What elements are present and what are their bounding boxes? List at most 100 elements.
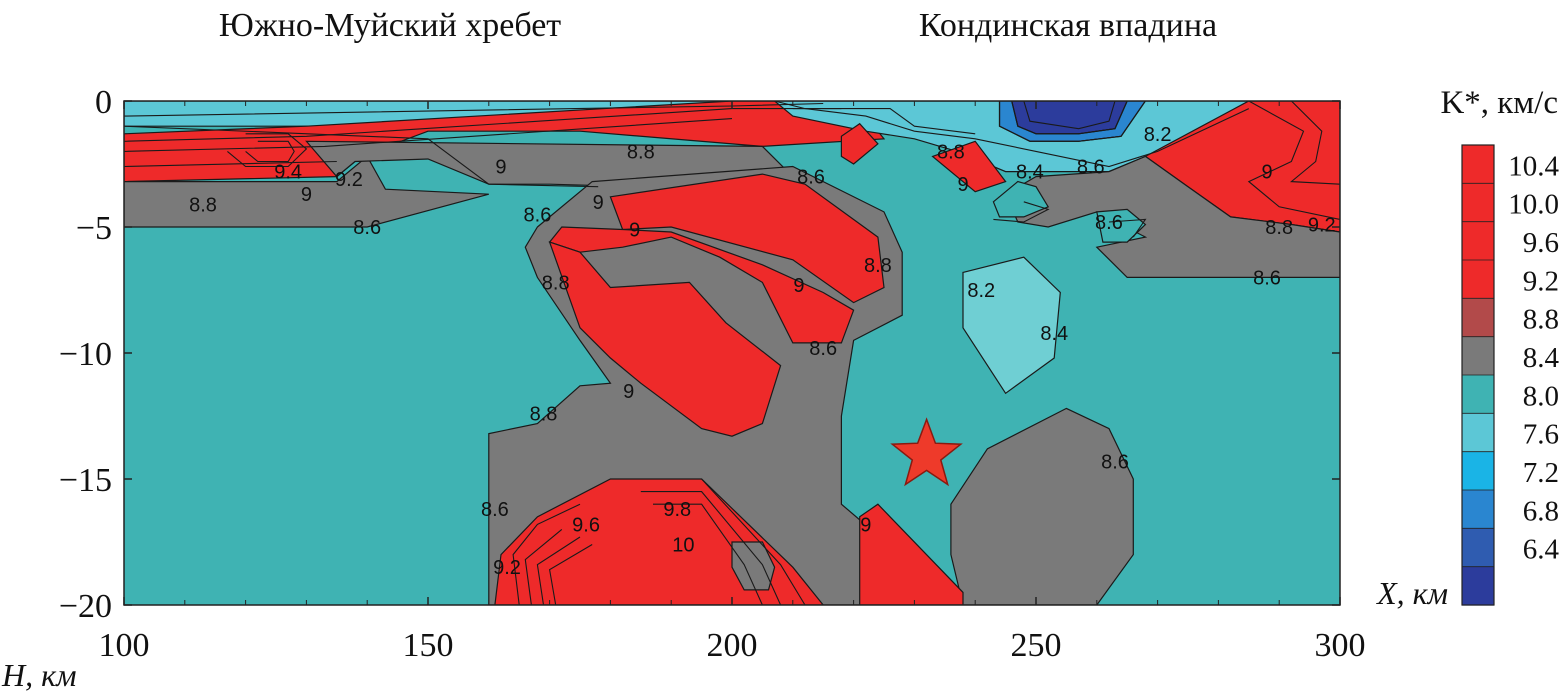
colorbar-label-10: 6.4	[1523, 534, 1560, 566]
y-tick-label-1: −5	[76, 210, 112, 247]
isoline-22	[1108, 218, 1147, 238]
contour-label-2: 9	[301, 184, 312, 206]
contour-label-1: 9.2	[335, 169, 363, 191]
contour-region-11	[931, 140, 1007, 193]
colorbar-swatch-6	[1462, 375, 1494, 414]
colorbar-swatch-2	[1462, 221, 1494, 261]
contour-label-19: 9.8	[663, 499, 691, 521]
colorbar-label-1: 10.0	[1508, 189, 1559, 221]
x-tick-label-1: 150	[403, 627, 454, 664]
contour-label-8: 8.6	[797, 167, 825, 189]
contour-label-28: 9	[1261, 162, 1272, 184]
contour-label-24: 9	[957, 174, 968, 196]
contour-label-3: 8.8	[189, 194, 217, 216]
contour-label-0: 9.4	[274, 162, 302, 184]
top-label-right: Кондинская впадина	[919, 7, 1217, 44]
colorbar-label-2: 9.6	[1523, 227, 1559, 259]
colorbar-swatch-8	[1462, 451, 1494, 491]
colorbar-label-0: 10.4	[1508, 150, 1559, 182]
contour-label-30: 8.8	[1265, 217, 1293, 239]
contour-label-15: 9	[623, 381, 634, 403]
isoline-3	[227, 133, 308, 168]
contour-label-11: 8.8	[542, 272, 570, 294]
contour-label-12: 8.8	[864, 255, 892, 277]
contour-label-34: 8.4	[1040, 323, 1068, 345]
contour-label-5: 9	[495, 157, 506, 179]
colorbar: 10.4 10.0 9.6 9.2 8.8 8.4 8.0 7.6 7.2 6.8 6.4	[1461, 144, 1560, 606]
x-axis-label: X, км	[1375, 575, 1448, 611]
colorbar-label-3: 9.2	[1523, 265, 1559, 297]
isoline-2	[124, 160, 337, 168]
colorbar-label-5: 8.4	[1523, 342, 1560, 374]
isoline-17	[512, 503, 581, 605]
contour-label-32: 8.6	[1253, 267, 1281, 289]
contour-region-17	[548, 226, 855, 344]
isoline-19	[536, 536, 581, 605]
top-label-left: Южно-Муйский хребет	[219, 7, 561, 44]
colorbar-title: K*, км/с	[1440, 85, 1558, 121]
isoline-15	[640, 491, 782, 605]
x-tick-label-3: 250	[1011, 627, 1062, 664]
contour-region-21	[731, 541, 776, 591]
isoline-12	[1289, 101, 1340, 185]
isoline-5	[124, 125, 599, 188]
colorbar-swatch-1	[1462, 183, 1494, 223]
y-tick-label-2: −10	[59, 336, 112, 373]
contour-region-20	[859, 503, 964, 605]
colorbar-label-7: 7.6	[1523, 419, 1559, 451]
isoline-7	[774, 101, 1250, 168]
colorbar-label-8: 7.2	[1523, 457, 1559, 489]
contour-label-17: 8.6	[481, 499, 509, 521]
contour-region-2	[124, 155, 489, 228]
y-tick-label-4: −20	[59, 588, 112, 625]
isoline-9	[1011, 101, 1128, 135]
colorbar-swatch-7	[1462, 413, 1494, 453]
contour-region-16	[609, 173, 885, 304]
isoline-16	[653, 503, 763, 605]
x-tick-label-2: 200	[707, 627, 758, 664]
contour-label-7: 8.6	[524, 204, 552, 226]
contour-region-9	[992, 180, 1050, 218]
contour-region-18	[548, 241, 782, 437]
colorbar-swatch-9	[1462, 490, 1494, 529]
contour-label-26: 8.6	[1077, 157, 1105, 179]
colorbar-swatch-5	[1462, 336, 1494, 376]
isoline-20	[548, 544, 593, 605]
contour-labels: 9.4 9.2 9 8.8 8.6 9 8.8 8.6 8.6 9 9 8.8 8.8 9 8.6 9 8.8 8…	[189, 124, 1336, 579]
contour-label-18: 9.6	[572, 514, 600, 536]
colorbar-label-9: 6.8	[1523, 495, 1559, 527]
contour-label-35: 8.6	[1101, 451, 1129, 473]
contour-label-6: 8.8	[627, 141, 655, 163]
x-tick-label-0: 100	[99, 627, 150, 664]
contour-region-12	[840, 122, 879, 165]
axis-ticks: 100 150 200 250 300 0 −5 −10 −15 −20	[59, 84, 1366, 664]
event-marker-layer	[890, 417, 963, 487]
isoline-10	[1023, 101, 1116, 130]
contour-label-10: 9	[629, 220, 640, 242]
contour-label-20: 10	[672, 535, 694, 557]
x-tick-label-4: 300	[1315, 627, 1366, 664]
contour-label-4: 8.6	[353, 217, 381, 239]
contour-label-31: 9.2	[1308, 214, 1336, 236]
isoline-8	[998, 101, 1146, 142]
colorbar-swatch-10	[1462, 528, 1494, 568]
contour-region-13	[962, 256, 1061, 395]
contour-label-29: 8.6	[1095, 212, 1123, 234]
contour-label-14: 8.6	[809, 338, 837, 360]
colorbar-label-6: 8.0	[1523, 380, 1559, 412]
colorbar-label-4: 8.8	[1523, 304, 1559, 336]
y-axis-label: H, км	[1, 657, 77, 693]
contour-label-33: 8.2	[967, 280, 995, 302]
isoline-1	[124, 118, 733, 152]
colorbar-swatch-0	[1462, 145, 1494, 184]
isoline-21	[993, 201, 1050, 223]
isoline-14	[610, 478, 806, 605]
event-star-marker	[890, 417, 963, 487]
contour-label-21: 9.2	[493, 557, 521, 579]
contour-label-25: 8.4	[1016, 162, 1044, 184]
isoline-13	[792, 108, 976, 135]
contour-label-9: 9	[593, 192, 604, 214]
contour-region-15	[950, 407, 1134, 605]
contour-label-16: 8.8	[530, 403, 558, 425]
